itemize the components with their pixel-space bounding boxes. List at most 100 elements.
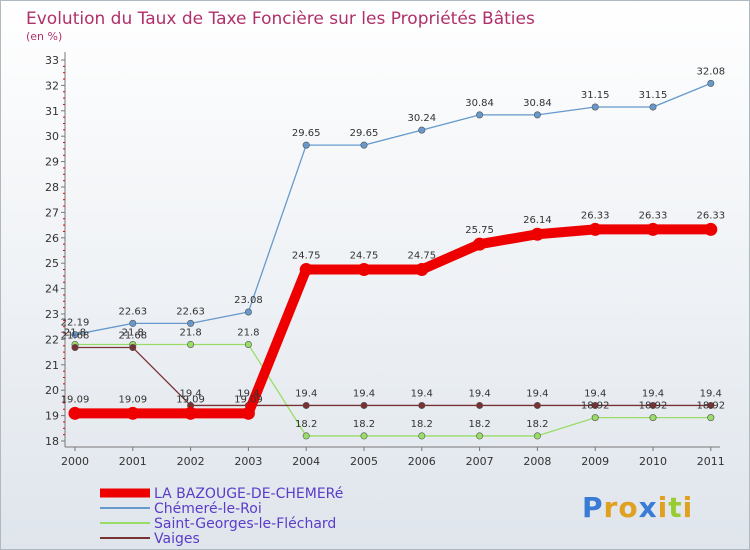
data-label: 26.33 [639,210,668,221]
series-0-point[interactable] [704,222,718,236]
series-1-point[interactable] [360,141,368,149]
series-0-point[interactable] [415,263,429,277]
data-label: 22.19 [61,318,90,329]
series-2-point[interactable] [302,432,310,440]
y-tick-label: 25 [45,257,59,270]
series-2-point[interactable] [533,432,541,440]
legend-label-1: Chémeré-le-Roi [154,501,262,517]
data-label: 24.75 [350,251,379,262]
series-0-point[interactable] [184,406,198,420]
data-label: 31.15 [639,90,668,101]
series-1-point[interactable] [418,126,426,134]
series-0-point[interactable] [530,227,544,241]
data-label: 21.8 [64,327,86,338]
y-tick-label: 26 [45,232,59,245]
x-tick-label: 2009 [581,455,609,468]
legend: LA BAZOUGE-DE-CHEMERéChémeré-le-RoiSaint… [100,486,343,547]
data-label: 21.68 [118,331,147,342]
series-1-point[interactable] [302,141,310,149]
x-tick-label: 2011 [697,455,725,468]
series-2-point[interactable] [418,432,426,440]
data-label: 21.8 [237,327,259,338]
y-tick-label: 19 [45,410,59,423]
series-1-point[interactable] [71,331,79,339]
x-tick-label: 2008 [523,455,551,468]
x-tick-label: 2006 [408,455,436,468]
data-label: 18.92 [696,401,725,412]
y-tick-label: 32 [45,79,59,92]
logo-letter: r [604,491,619,524]
series-0-point[interactable] [646,222,660,236]
series-3-point[interactable] [476,401,484,409]
series-2-point[interactable] [649,414,657,422]
series-0-point[interactable] [588,222,602,236]
series-1-point[interactable] [187,319,195,327]
data-label: 18.2 [353,419,375,430]
series-1-point[interactable] [129,319,137,327]
series-0-point[interactable] [299,263,313,277]
data-label: 30.84 [465,98,494,109]
series-1-point[interactable] [476,111,484,119]
data-label: 19.4 [468,388,490,399]
data-label: 21.8 [179,327,201,338]
y-tick-label: 24 [45,283,59,296]
data-label: 29.65 [292,128,321,139]
data-label: 19.4 [179,388,201,399]
series-2-point[interactable] [591,414,599,422]
data-label: 23.08 [234,295,263,306]
series-2-point[interactable] [187,340,195,348]
series-3-point[interactable] [591,401,599,409]
series-3-point[interactable] [533,401,541,409]
series-1-point[interactable] [533,111,541,119]
legend-label-0: LA BAZOUGE-DE-CHEMERé [154,486,343,502]
series-0-point[interactable] [68,406,82,420]
series-3-point[interactable] [129,344,137,352]
x-tick-label: 2007 [466,455,494,468]
logo-letter: t [668,491,682,524]
series-3-point[interactable] [71,344,79,352]
chart-title: Evolution du Taux de Taxe Foncière sur l… [26,9,535,29]
y-tick-label: 33 [45,54,59,67]
data-label: 19.09 [234,394,263,405]
series-2-point[interactable] [244,340,252,348]
data-labels-layer: 19.09 19.09 19.09 19.09 24.75 24.75 24.75 25.75… [61,66,725,430]
series-line-1 [74,82,712,336]
data-label: 19.09 [176,394,205,405]
legend-label-2: Saint-Georges-le-Fléchard [154,516,336,532]
series-3-point[interactable] [649,401,657,409]
series-2-point[interactable] [707,414,715,422]
series-1-point[interactable] [649,103,657,111]
series-3-point[interactable] [360,401,368,409]
series-0-point[interactable] [473,237,487,251]
data-label: 22.63 [176,306,205,317]
y-tick-label: 28 [45,181,59,194]
data-label: 19.09 [118,394,147,405]
data-label: 19.4 [295,388,317,399]
data-label: 18.2 [295,419,317,430]
series-1-point[interactable] [591,103,599,111]
series-0-point[interactable] [241,406,255,420]
data-label: 26.33 [696,210,725,221]
series-2-point[interactable] [476,432,484,440]
series-3-point[interactable] [707,401,715,409]
y-tick-label: 31 [45,105,59,118]
data-label: 19.4 [700,388,722,399]
data-label: 19.4 [526,388,548,399]
data-label: 31.15 [581,90,610,101]
data-label: 19.4 [353,388,375,399]
data-label: 21.68 [61,331,90,342]
data-label: 24.75 [407,251,436,262]
series-3-point[interactable] [302,401,310,409]
series-2-point[interactable] [360,432,368,440]
series-0-point[interactable] [357,263,371,277]
series-3-point[interactable] [418,401,426,409]
data-label: 18.92 [581,401,610,412]
data-label: 18.92 [639,401,668,412]
x-tick-label: 2003 [234,455,262,468]
data-label: 18.2 [411,419,433,430]
series-1-point[interactable] [244,308,252,316]
data-label: 30.24 [407,113,436,124]
series-1-point[interactable] [707,79,715,87]
series-0-point[interactable] [126,406,140,420]
